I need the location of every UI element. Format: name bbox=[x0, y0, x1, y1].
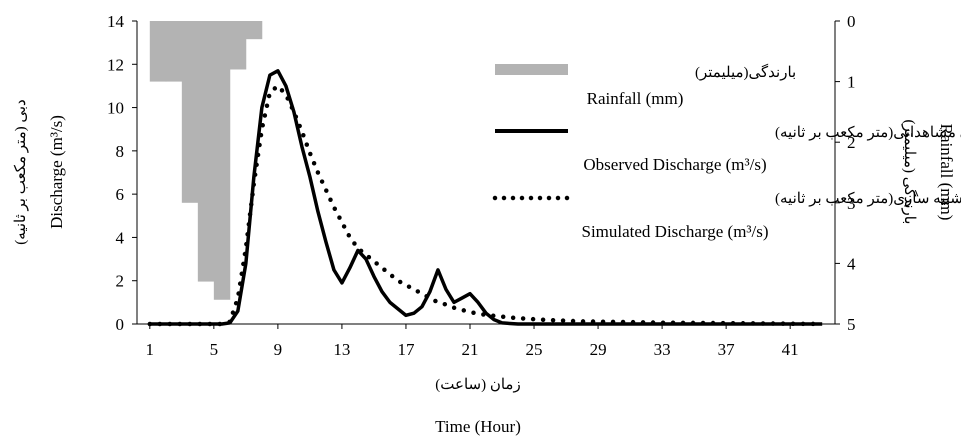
x-axis-ticks: 1 5 9 13 17 21 25 29 33 37 41 bbox=[146, 324, 799, 359]
legend-rainfall-swatch bbox=[495, 64, 568, 75]
legend-simulated-label-en: Simulated Discharge (m³/s) bbox=[581, 222, 768, 241]
discharge-series bbox=[147, 69, 825, 327]
left-tick-label: 2 bbox=[116, 272, 125, 291]
y-axis-left-label-fa: دبی (متر مکعب بر ثانیه) bbox=[13, 99, 29, 244]
y-axis-right-label-fa: بارندگی (میلیمتر) bbox=[901, 120, 919, 225]
right-tick-label: 4 bbox=[847, 254, 856, 273]
simulated-discharge-line bbox=[147, 83, 825, 327]
left-tick-label: 0 bbox=[116, 315, 125, 334]
right-tick-label: 0 bbox=[847, 12, 856, 31]
x-axis-label-fa: زمان (ساعت) bbox=[435, 377, 520, 393]
y-axis-left-label-en: Discharge (m³/s) bbox=[47, 115, 66, 229]
x-tick-label: 41 bbox=[782, 340, 799, 359]
legend-simulated-label-fa: دبی شبیه سازی(متر مکعب بر ثانیه) bbox=[775, 191, 961, 207]
rainfall-bar bbox=[181, 21, 199, 203]
x-tick-label: 21 bbox=[461, 340, 478, 359]
x-tick-label: 29 bbox=[590, 340, 607, 359]
x-tick-label: 13 bbox=[333, 340, 350, 359]
rainfall-bars bbox=[149, 21, 263, 300]
x-tick-label: 1 bbox=[146, 340, 155, 359]
left-axis-ticks: 0 2 4 6 8 10 12 14 bbox=[107, 12, 137, 334]
rainfall-bar bbox=[245, 21, 263, 40]
x-tick-label: 5 bbox=[210, 340, 219, 359]
rainfall-bar bbox=[165, 21, 183, 82]
observed-discharge-line bbox=[149, 69, 823, 326]
x-tick-label: 37 bbox=[718, 340, 736, 359]
right-tick-label: 5 bbox=[847, 315, 856, 334]
rainfall-bar bbox=[149, 21, 167, 82]
right-tick-label: 3 bbox=[847, 194, 856, 213]
left-tick-label: 4 bbox=[116, 228, 125, 247]
left-tick-label: 6 bbox=[116, 185, 125, 204]
left-tick-label: 8 bbox=[116, 142, 125, 161]
legend-rainfall-label-fa: بارندگی(میلیمتر) bbox=[695, 63, 796, 81]
legend-rainfall-label-en: Rainfall (mm) bbox=[587, 89, 684, 108]
legend: بارندگی(میلیمتر) Rainfall (mm) دبی مشاهد… bbox=[492, 63, 961, 241]
x-tick-label: 9 bbox=[274, 340, 283, 359]
rainfall-bar bbox=[197, 21, 215, 282]
x-axis-label-en: Time (Hour) bbox=[435, 417, 521, 436]
x-tick-label: 25 bbox=[526, 340, 543, 359]
rainfall-bar bbox=[229, 21, 247, 70]
x-tick-label: 17 bbox=[397, 340, 415, 359]
left-tick-label: 14 bbox=[107, 12, 125, 31]
legend-observed-label-fa: دبی مشاهداتی(متر مکعب بر ثانیه) bbox=[775, 125, 961, 141]
left-tick-label: 12 bbox=[107, 55, 124, 74]
x-tick-label: 33 bbox=[654, 340, 671, 359]
right-tick-label: 2 bbox=[847, 133, 856, 152]
right-tick-label: 1 bbox=[847, 73, 856, 92]
left-tick-label: 10 bbox=[107, 99, 124, 118]
legend-observed-label-en: Observed Discharge (m³/s) bbox=[583, 155, 766, 174]
right-axis-ticks: 0 1 2 3 4 5 bbox=[835, 12, 856, 334]
rainfall-bar bbox=[213, 21, 231, 300]
y-axis-right-label-en: Rainfall (mm) bbox=[937, 124, 956, 221]
